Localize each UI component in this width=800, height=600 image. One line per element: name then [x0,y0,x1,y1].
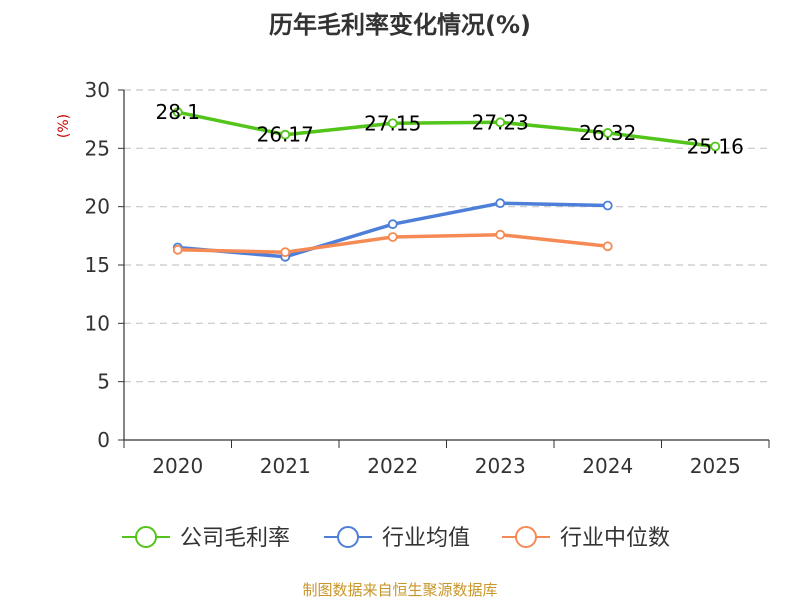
data-label: 27.23 [472,110,529,134]
x-tick-label: 2021 [260,454,311,478]
data-point [602,241,613,252]
data-point [495,229,506,240]
data-point [387,118,398,129]
data-point [495,117,506,128]
chart-title: 历年毛利率变化情况(%) [269,11,531,39]
data-point [602,200,613,211]
x-tick-label: 2025 [690,454,741,478]
legend-marker [515,526,537,548]
data-point [387,219,398,230]
data-point [280,129,291,140]
legend-label: 行业中位数 [560,526,670,551]
data-point [172,107,183,118]
legend: 公司毛利率 行业均值 行业中位数 [122,526,670,551]
data-label: 27.15 [364,111,421,135]
x-tick-label: 2022 [367,454,418,478]
source-note: 制图数据来自恒生聚源数据库 [302,581,497,599]
y-tick-label: 10 [85,311,110,335]
y-tick-label: 0 [97,428,110,452]
data-label: 26.17 [257,123,314,147]
legend-marker [337,526,359,548]
data-point [495,198,506,209]
series-line [176,110,718,149]
y-axis-label: (%) [56,114,72,138]
data-label: 26.32 [579,121,636,145]
data-point [710,141,721,152]
legend-marker [135,526,157,548]
y-tick-label: 20 [85,195,110,219]
data-point [387,232,398,242]
x-tick-label: 2020 [152,454,203,478]
y-tick-label: 15 [85,253,110,277]
data-label: 25.16 [687,134,744,158]
y-tick-label: 25 [85,136,110,160]
data-point [280,247,291,258]
y-tick-label: 5 [97,370,110,394]
x-tick-label: 2024 [582,454,633,478]
series-line [176,201,610,259]
data-point [602,128,613,138]
data-point [172,244,183,255]
series-layer [172,107,721,262]
x-tick-label: 2023 [475,454,526,478]
data-labels: 28.1 26.17 27.15 27.23 26.32 25.16 [155,100,743,158]
y-tick-label: 30 [85,78,110,102]
legend-label: 公司毛利率 [180,526,290,551]
legend-label: 行业均值 [382,526,470,551]
data-label: 28.1 [155,100,200,124]
